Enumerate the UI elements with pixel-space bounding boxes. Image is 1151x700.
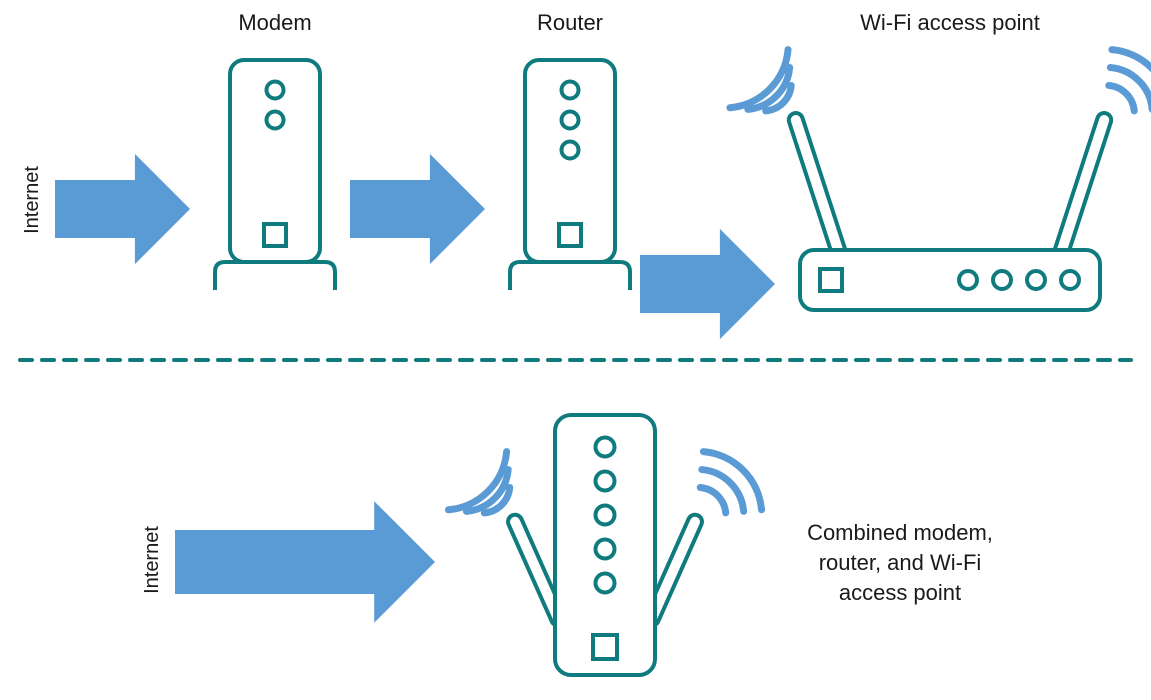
port-icon <box>264 224 286 246</box>
access-point-label: Wi-Fi access point <box>860 10 1040 35</box>
arrow-router-to-ap <box>640 229 775 339</box>
modem-icon <box>215 60 335 290</box>
antenna-icon <box>787 111 847 258</box>
combo-label-line2: router, and Wi-Fi <box>819 550 982 575</box>
combo-label-line3: access point <box>839 580 961 605</box>
led-icon <box>562 82 579 99</box>
router-label: Router <box>537 10 603 35</box>
arrow-modem-to-router <box>350 154 485 264</box>
wifi-wave-icon <box>448 452 506 510</box>
internet-label-bottom: Internet <box>141 526 163 594</box>
combo-label-line1: Combined modem, <box>807 520 993 545</box>
internet-label-top: Internet <box>21 166 43 234</box>
arrow-internet-to-combo <box>175 501 435 623</box>
combo-device-icon <box>448 415 761 675</box>
wifi-wave-icon <box>730 50 788 108</box>
arrow-internet-to-modem <box>55 154 190 264</box>
led-icon <box>562 142 579 159</box>
antenna-icon <box>1053 111 1113 258</box>
wifi-wave-icon <box>700 487 725 512</box>
access-point-icon <box>730 50 1151 310</box>
led-icon <box>562 112 579 129</box>
port-icon <box>559 224 581 246</box>
led-icon <box>267 82 284 99</box>
led-icon <box>267 112 284 129</box>
modem-label: Modem <box>238 10 311 35</box>
router-icon <box>510 60 630 290</box>
wifi-wave-icon <box>1109 85 1134 110</box>
